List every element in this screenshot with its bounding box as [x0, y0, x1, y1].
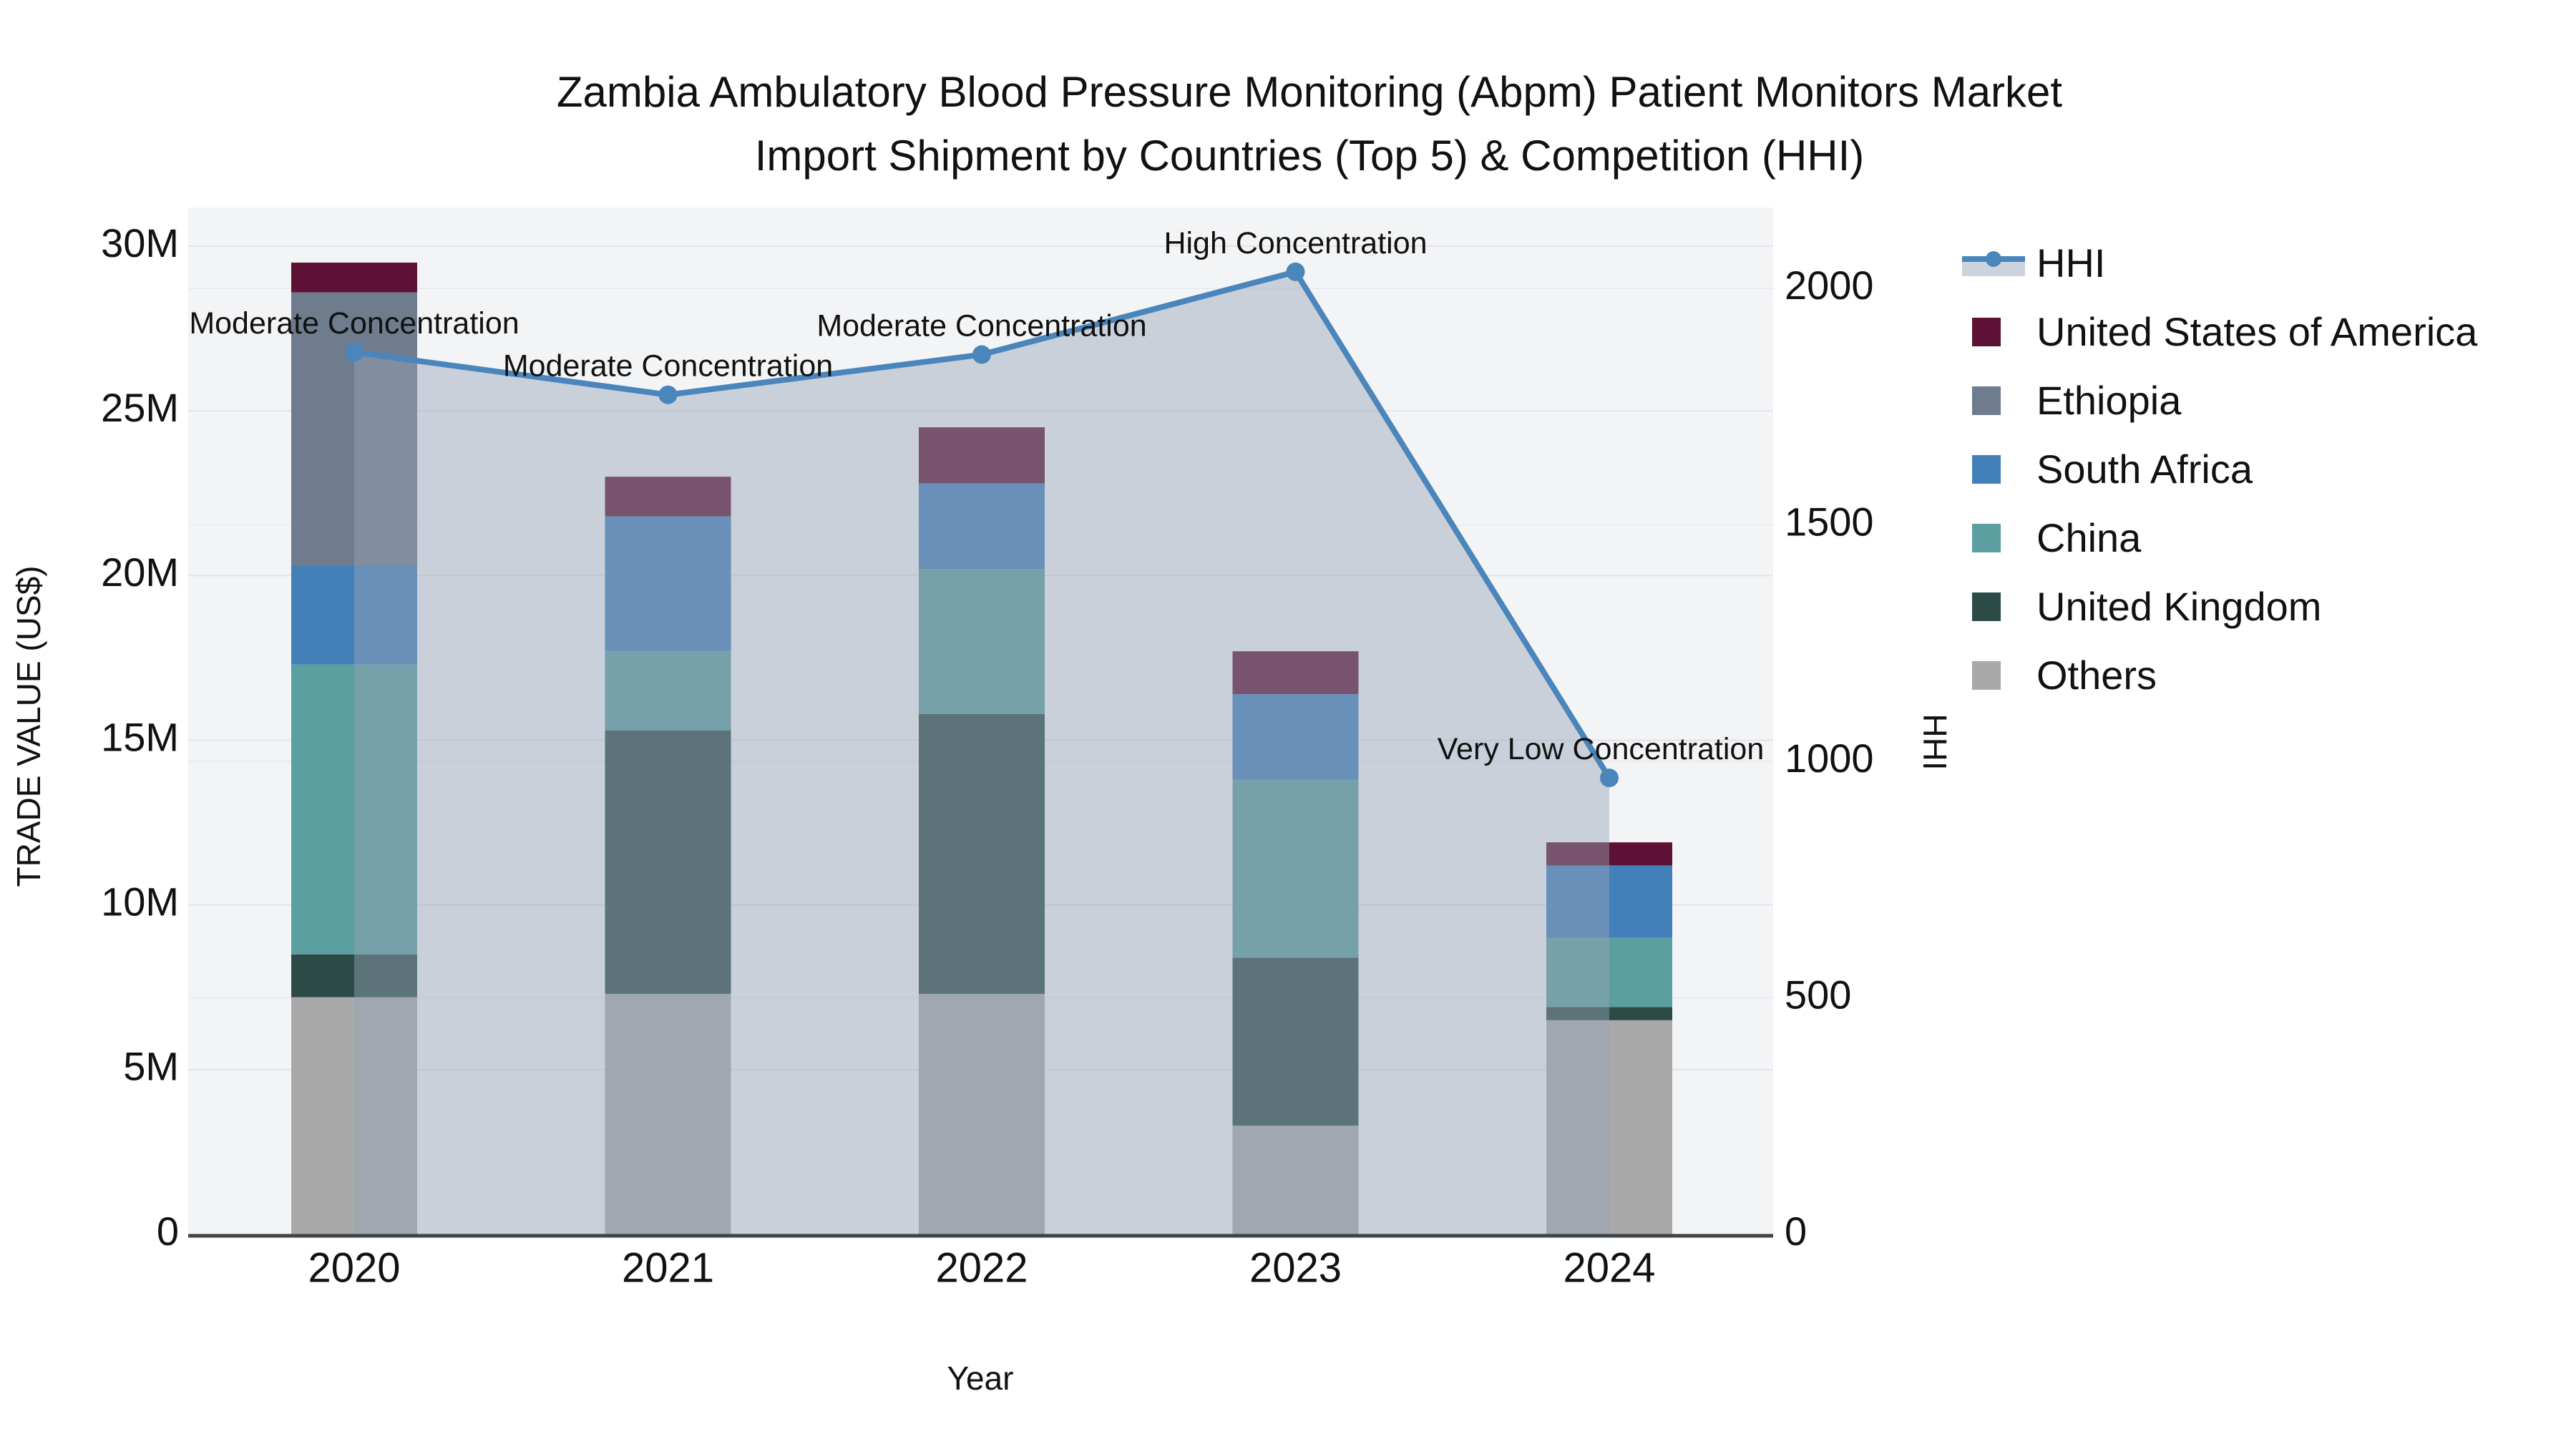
hhi-line-sample-icon [1962, 248, 2025, 279]
legend: HHI United States of America Ethiopia South… [1962, 229, 2477, 710]
annotation-moderate-concentration-2021: Moderate Concentration [503, 349, 833, 384]
bar-segment-united-kingdom-2023[interactable] [1232, 957, 1359, 1126]
bar-segment-united-kingdom-2024[interactable] [1546, 1007, 1672, 1020]
swatch-icon [1972, 386, 2001, 415]
annotation-high-concentration-2023: High Concentration [1163, 226, 1427, 260]
x-axis-tick-2021: 2021 [622, 1244, 714, 1291]
swatch-icon [1972, 455, 2001, 484]
y-axis-tick-0: 0 [157, 1209, 179, 1254]
y-axis-tick-20M: 20M [101, 550, 179, 595]
legend-item-china[interactable]: China [1962, 504, 2477, 572]
legend-swatch-ethiopia [1962, 385, 2025, 416]
hhi-area-fill [354, 271, 1609, 1234]
y2-axis-tick-500: 500 [1785, 972, 1851, 1017]
legend-swatch-china [1962, 522, 2025, 554]
hhi-marker-sample [1986, 251, 2001, 267]
bar-segment-others-2024[interactable] [1546, 1020, 1672, 1234]
hhi-point-2023[interactable] [1286, 262, 1305, 281]
bar-segment-ethiopia-2020[interactable] [291, 292, 417, 566]
legend-swatch-south-africa [1962, 454, 2025, 485]
bar-segment-united-states-of-america-2022[interactable] [919, 427, 1045, 484]
y-axis-tick-25M: 25M [101, 385, 179, 430]
legend-label: Ethiopia [2036, 378, 2182, 423]
bar-segment-south-africa-2023[interactable] [1232, 694, 1359, 780]
x-axis-tick-2024: 2024 [1563, 1244, 1655, 1291]
chart-title-line2: Import Shipment by Countries (Top 5) & C… [755, 132, 1865, 180]
hhi-point-2022[interactable] [972, 345, 991, 364]
legend-label: United Kingdom [2036, 584, 2322, 629]
chart-dynamic-layer: 0 5M 10M 15M 20M 25M 30M 0 500 1000 1500 2000 2020 20… [101, 208, 1874, 1291]
legend-swatch-united-kingdom [1962, 591, 2025, 623]
y-axis-tick-30M: 30M [101, 220, 179, 265]
swatch-icon [1972, 318, 2001, 346]
y2-axis-title: HHI [1916, 713, 1953, 770]
x-axis-tick-2020: 2020 [308, 1244, 400, 1291]
bar-segment-south-africa-2020[interactable] [291, 565, 417, 665]
bar-segment-china-2024[interactable] [1546, 937, 1672, 1008]
bar-segment-united-kingdom-2022[interactable] [919, 713, 1045, 994]
y2-axis-tick-2000: 2000 [1785, 263, 1874, 308]
y2-axis-tick-1500: 1500 [1785, 499, 1874, 544]
legend-label: Others [2036, 653, 2157, 698]
bar-segment-china-2023[interactable] [1232, 779, 1359, 958]
annotation-very-low-concentration-2024: Very Low Concentration [1438, 732, 1765, 766]
legend-item-others[interactable]: Others [1962, 641, 2477, 710]
x-axis-tick-2023: 2023 [1249, 1244, 1342, 1291]
legend-swatch-others [1962, 660, 2025, 691]
x-axis-tick-2022: 2022 [935, 1244, 1028, 1291]
bar-segment-south-africa-2022[interactable] [919, 483, 1045, 570]
bar-segment-south-africa-2021[interactable] [605, 516, 731, 652]
legend-item-south-africa[interactable]: South Africa [1962, 435, 2477, 504]
y-axis-tick-15M: 15M [101, 714, 179, 759]
bar-segment-china-2022[interactable] [919, 569, 1045, 714]
y-axis-tick-10M: 10M [101, 879, 179, 924]
legend-label: China [2036, 515, 2142, 560]
bar-segment-china-2020[interactable] [291, 664, 417, 955]
legend-swatch-united-states-of-america [1962, 316, 2025, 348]
bar-segment-others-2021[interactable] [605, 993, 731, 1234]
annotation-moderate-concentration-2020: Moderate Concentration [189, 306, 519, 341]
bar-segment-others-2022[interactable] [919, 993, 1045, 1234]
y-axis-title: TRADE VALUE (US$) [10, 565, 47, 887]
bar-segment-others-2023[interactable] [1232, 1126, 1359, 1234]
legend-label: HHI [2036, 240, 2106, 286]
hhi-point-2020[interactable] [345, 343, 364, 362]
bar-segment-united-kingdom-2020[interactable] [291, 954, 417, 997]
bar-segment-united-states-of-america-2023[interactable] [1232, 651, 1359, 695]
bar-segment-united-states-of-america-2020[interactable] [291, 263, 417, 293]
bar-segment-united-kingdom-2021[interactable] [605, 730, 731, 994]
annotation-moderate-concentration-2022: Moderate Concentration [816, 309, 1146, 343]
swatch-icon [1972, 661, 2001, 690]
legend-item-united-kingdom[interactable]: United Kingdom [1962, 572, 2477, 641]
bar-segment-south-africa-2024[interactable] [1546, 865, 1672, 938]
legend-item-united-states-of-america[interactable]: United States of America [1962, 298, 2477, 366]
x-axis-title: Year [947, 1360, 1014, 1397]
hhi-point-2021[interactable] [658, 385, 678, 404]
y-axis-tick-5M: 5M [123, 1044, 179, 1089]
y2-axis-tick-0: 0 [1785, 1209, 1807, 1254]
bar-segment-united-states-of-america-2021[interactable] [605, 477, 731, 517]
legend-item-ethiopia[interactable]: Ethiopia [1962, 366, 2477, 435]
swatch-icon [1972, 524, 2001, 552]
chart-title-line1: Zambia Ambulatory Blood Pressure Monitor… [557, 68, 2063, 116]
bar-segment-china-2021[interactable] [605, 651, 731, 731]
bar-segment-united-states-of-america-2024[interactable] [1546, 842, 1672, 866]
legend-item-hhi[interactable]: HHI [1962, 229, 2477, 298]
hhi-point-2024[interactable] [1600, 769, 1619, 788]
swatch-icon [1972, 592, 2001, 621]
legend-label: United States of America [2036, 309, 2478, 354]
legend-label: South Africa [2036, 447, 2253, 492]
bar-segment-others-2020[interactable] [291, 997, 417, 1234]
y2-axis-tick-1000: 1000 [1785, 736, 1874, 781]
